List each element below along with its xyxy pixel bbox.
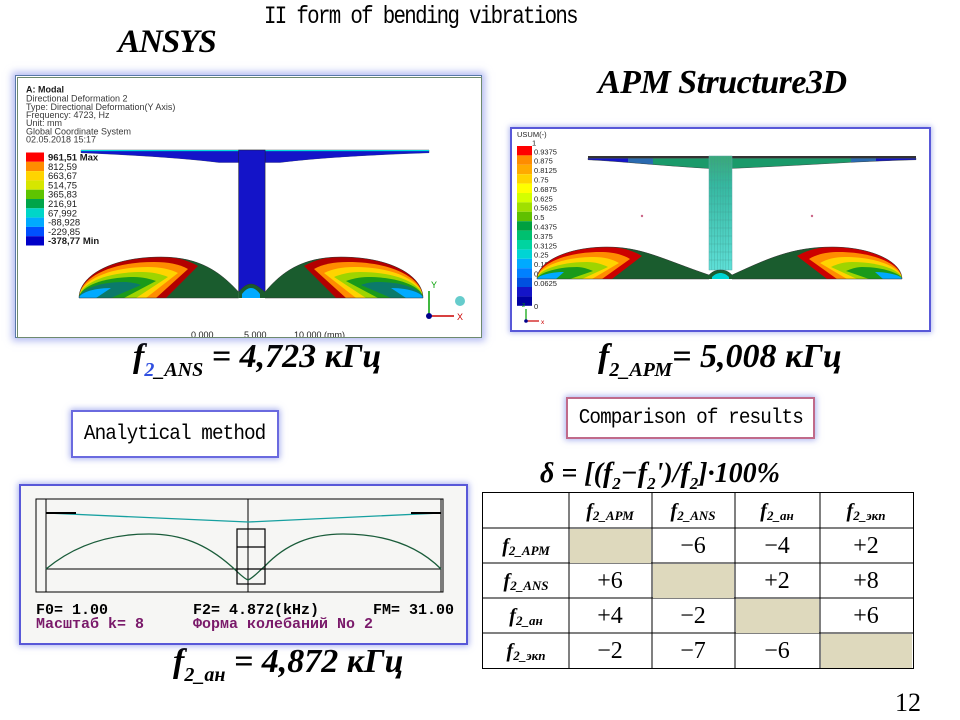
svg-text:0.9375: 0.9375: [534, 147, 557, 156]
svg-text:0.375: 0.375: [534, 232, 553, 241]
svg-text:0.4375: 0.4375: [534, 223, 557, 232]
svg-text:0.875: 0.875: [534, 157, 553, 166]
svg-text:0.8125: 0.8125: [534, 166, 557, 175]
svg-text:z: z: [522, 302, 525, 309]
svg-text:5,000: 5,000: [244, 330, 267, 337]
svg-text:10,000 (mm): 10,000 (mm): [294, 330, 345, 337]
svg-text:0.6875: 0.6875: [534, 185, 557, 194]
svg-text:Масштаб k= 8: Масштаб k= 8: [36, 616, 144, 633]
svg-text:X: X: [457, 312, 463, 322]
svg-text:02.05.2018 15:17: 02.05.2018 15:17: [26, 135, 96, 145]
svg-text:1: 1: [532, 139, 536, 148]
svg-text:FM= 31.00: FM= 31.00: [373, 602, 454, 619]
svg-text:-378,77 Min: -378,77 Min: [48, 236, 99, 247]
svg-text:Форма колебаний No 2: Форма колебаний No 2: [193, 616, 373, 633]
svg-text:0.0625: 0.0625: [534, 279, 557, 288]
svg-text:0.25: 0.25: [534, 251, 549, 260]
svg-text:Y: Y: [431, 280, 437, 290]
svg-text:0: 0: [534, 302, 538, 311]
svg-text:0.625: 0.625: [534, 194, 553, 203]
svg-text:0,000: 0,000: [191, 330, 214, 337]
svg-text:x: x: [541, 319, 545, 326]
svg-text:0.5: 0.5: [534, 213, 544, 222]
svg-text:0.5625: 0.5625: [534, 204, 557, 213]
svg-text:0.75: 0.75: [534, 176, 549, 185]
svg-text:0.3125: 0.3125: [534, 241, 557, 250]
